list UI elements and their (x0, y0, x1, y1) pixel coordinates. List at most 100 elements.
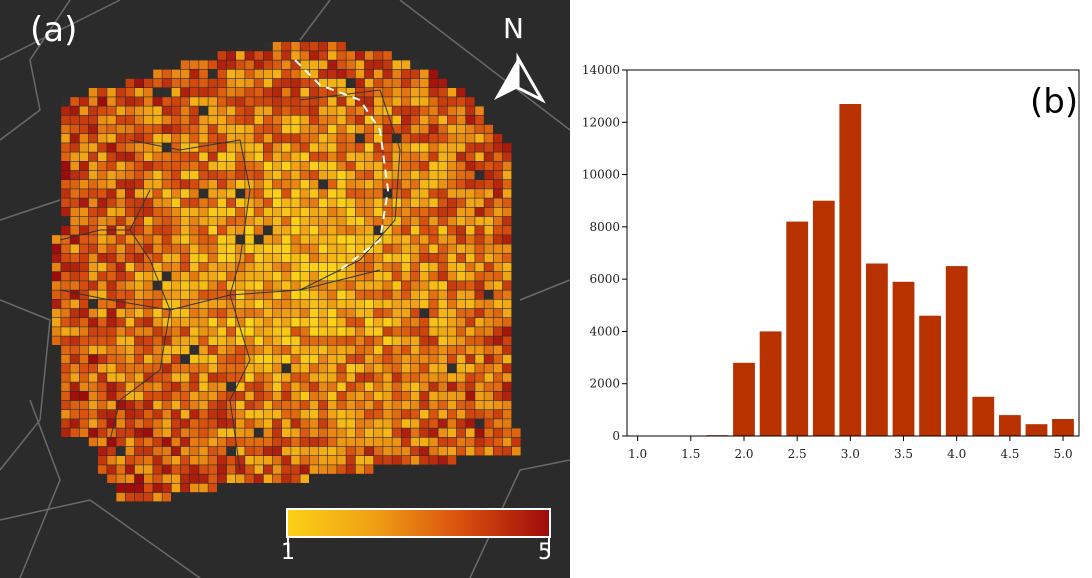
heatmap-cell (125, 88, 135, 97)
heatmap-cell (254, 428, 263, 437)
heatmap-cell (282, 391, 291, 401)
heatmap-cell (438, 318, 447, 327)
heatmap-cell (116, 456, 125, 465)
heatmap-cell (272, 152, 282, 161)
heatmap-cell (355, 244, 365, 253)
district-boundary (229, 294, 251, 471)
heatmap-cell (245, 474, 254, 483)
heatmap-cell (309, 170, 319, 180)
heatmap-cell (493, 382, 503, 391)
heatmap-cell (337, 290, 346, 299)
heatmap-cell (199, 235, 208, 244)
heatmap-cell (88, 88, 98, 97)
heatmap-cell (328, 382, 337, 391)
heatmap-cell (144, 170, 153, 180)
heatmap-cell (364, 124, 374, 134)
heatmap-cell (337, 134, 346, 143)
heatmap-cell (364, 419, 374, 428)
heatmap-cell (245, 364, 254, 373)
heatmap-cell (420, 327, 429, 336)
heatmap-cell (263, 106, 273, 115)
heatmap-cell (190, 318, 199, 327)
heatmap-cell (318, 143, 328, 152)
heatmap-cell (456, 400, 466, 410)
heatmap-cell (153, 437, 162, 447)
heatmap-cell (199, 253, 208, 263)
heatmap-cell (364, 88, 374, 97)
heatmap-cell (429, 69, 438, 79)
heatmap-cell (226, 106, 236, 115)
heatmap-cell (263, 400, 273, 410)
heatmap-cell (364, 198, 374, 207)
heatmap-cell (346, 410, 355, 419)
heatmap-cell (134, 391, 144, 401)
heatmap-cell (208, 216, 217, 226)
heatmap-cell (208, 161, 217, 171)
heatmap-cell (438, 272, 447, 281)
heatmap-cell (208, 308, 217, 318)
heatmap-cell (199, 134, 208, 143)
heatmap-cell (420, 410, 429, 419)
heatmap-cell (70, 345, 79, 355)
heatmap-cell (318, 373, 328, 382)
heatmap-cell (153, 106, 162, 115)
heatmap-cell (153, 456, 162, 465)
heatmap-cell (226, 88, 236, 97)
histogram-bar (812, 200, 835, 436)
heatmap-cell (309, 364, 319, 373)
heatmap-cell (208, 272, 217, 281)
heatmap-cell (208, 226, 217, 235)
heatmap-cell (236, 226, 245, 235)
heatmap-cell (328, 253, 337, 263)
heatmap-cell (254, 419, 263, 428)
heatmap-cell (429, 106, 438, 115)
heatmap-cell (98, 428, 107, 437)
heatmap-cell (466, 327, 475, 336)
heatmap-cell (328, 428, 337, 437)
heatmap-cell (144, 180, 153, 189)
heatmap-cell (420, 281, 429, 290)
heatmap-cell (162, 382, 171, 391)
heatmap-cell (392, 354, 401, 364)
heatmap-cell (456, 437, 466, 447)
heatmap-cell (318, 272, 328, 281)
heatmap-cell (79, 216, 89, 226)
heatmap-cell (98, 124, 107, 134)
heatmap-cell (456, 161, 466, 171)
heatmap-cell (134, 410, 144, 419)
heatmap-cell (309, 143, 319, 152)
heatmap-cell (134, 345, 144, 355)
heatmap-cell (88, 299, 98, 309)
heatmap-cell (153, 97, 162, 106)
heatmap-cell (429, 161, 438, 171)
heatmap-cell (245, 170, 254, 180)
heatmap-cell (98, 106, 107, 115)
heatmap-cell (272, 373, 282, 382)
heatmap-cell (466, 143, 475, 152)
heatmap-cell (134, 290, 144, 299)
road-network (0, 0, 570, 578)
heatmap-cell (171, 336, 181, 345)
heatmap-cell (346, 354, 355, 364)
heatmap-cell (190, 345, 199, 355)
heatmap-cell (134, 483, 144, 493)
heatmap-cell (254, 281, 263, 290)
heatmap-cell (180, 400, 190, 410)
heatmap-cell (98, 170, 107, 180)
heatmap-cell (291, 51, 300, 60)
heatmap-cell (401, 134, 411, 143)
heatmap-cell (383, 299, 392, 309)
heatmap-cell (493, 235, 503, 244)
heatmap-cell (383, 189, 392, 198)
heatmap-cell (52, 272, 61, 281)
heatmap-cell (392, 244, 401, 253)
heatmap-cell (383, 364, 392, 373)
heatmap-cell (116, 161, 125, 171)
heatmap-cell (291, 244, 300, 253)
heatmap-cell (125, 262, 135, 272)
heatmap-cell (484, 354, 493, 364)
heatmap-cell (144, 345, 153, 355)
heatmap-cell (88, 253, 98, 263)
heatmap-cell (153, 134, 162, 143)
